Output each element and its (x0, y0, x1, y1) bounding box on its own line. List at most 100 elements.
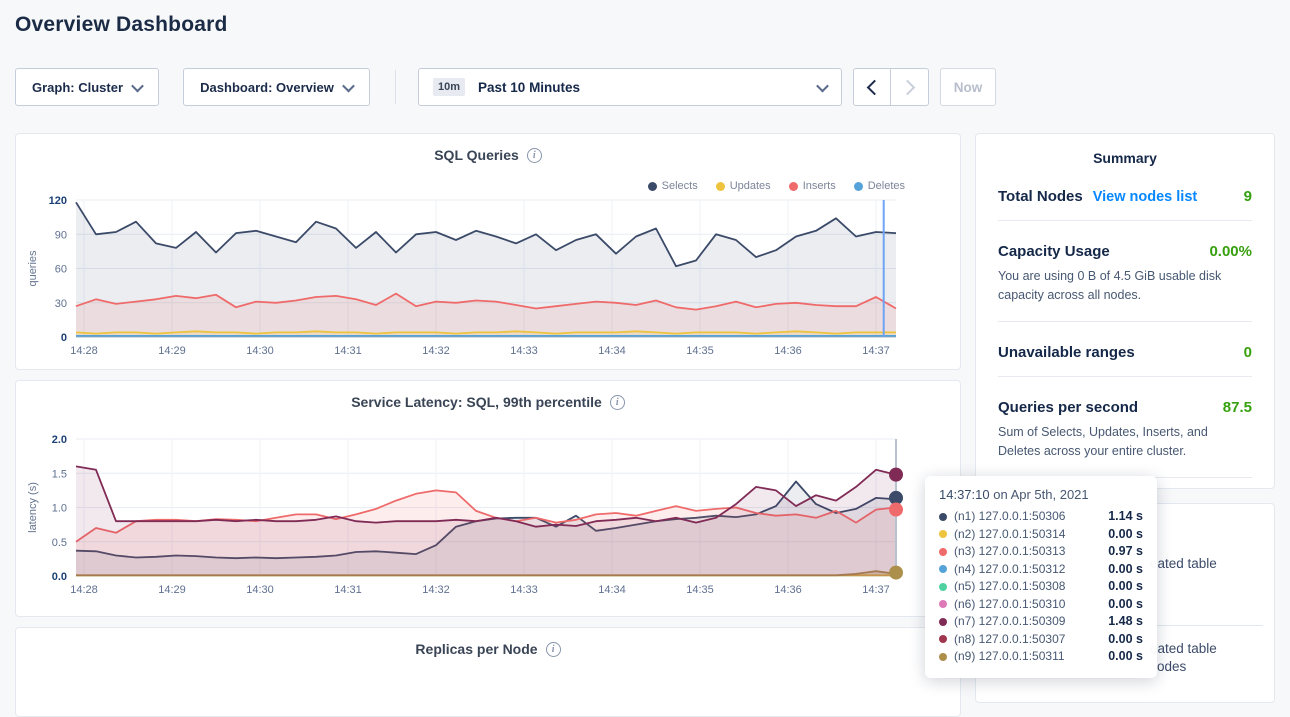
summary-row-qps: Queries per second 87.5 (998, 399, 1252, 416)
svg-text:30: 30 (55, 298, 67, 310)
info-icon[interactable]: i (609, 394, 625, 410)
node-address: (n8) 127.0.0.1:50307 (954, 631, 1066, 646)
sql-queries-title-text: SQL Queries (434, 147, 519, 163)
svg-text:2.0: 2.0 (52, 434, 67, 446)
time-range-badge: 10m (433, 78, 466, 96)
node-latency: 0.00 s (1108, 649, 1143, 663)
time-prev-button[interactable] (853, 68, 891, 106)
info-icon[interactable]: i (545, 641, 561, 657)
time-next-button[interactable] (891, 68, 929, 106)
tooltip-row: (n9) 127.0.0.1:50311 0.00 s (939, 648, 1143, 666)
node-address: (n4) 127.0.0.1:50312 (954, 561, 1066, 576)
legend-item-selects[interactable]: Selects (647, 180, 698, 192)
legend-item-updates[interactable]: Updates (715, 180, 771, 192)
total-nodes-value: 9 (1243, 188, 1252, 205)
svg-text:14:28: 14:28 (70, 584, 98, 596)
chevron-left-icon (866, 79, 882, 95)
time-range-picker[interactable]: 10m Past 10 Minutes (418, 68, 842, 106)
time-nav-group (853, 68, 929, 106)
svg-text:14:31: 14:31 (334, 345, 362, 357)
qps-label: Queries per second (998, 398, 1139, 416)
svg-text:14:33: 14:33 (510, 345, 538, 357)
node-latency: 0.00 s (1108, 596, 1143, 611)
info-icon[interactable]: i (526, 147, 542, 163)
node-address: (n2) 127.0.0.1:50314 (954, 526, 1066, 541)
tooltip-row: (n8) 127.0.0.1:50307 0.00 s (939, 631, 1143, 649)
summary-title: Summary (1093, 150, 1157, 166)
summary-panel: Summary Total Nodes View nodes list 9 Ca… (975, 133, 1275, 517)
dashboard-dropdown[interactable]: Dashboard: Overview (183, 68, 370, 106)
svg-text:0.5: 0.5 (52, 537, 67, 549)
page-title: Overview Dashboard (15, 13, 228, 36)
legend-item-deletes[interactable]: Deletes (853, 180, 905, 192)
svg-text:14:31: 14:31 (334, 584, 362, 596)
legend-item-inserts[interactable]: Inserts (788, 180, 836, 192)
service-latency-chart[interactable]: 0.0 0.5 1.0 1.5 2.0 14:28 14:29 14:30 14:31 14:32… (16, 431, 962, 606)
unavailable-ranges-value: 0 (1243, 343, 1252, 361)
capacity-usage-value: 0.00% (1209, 243, 1252, 260)
divider (1157, 625, 1263, 626)
node-latency: 0.00 s (1108, 561, 1143, 576)
svg-text:latency (s): latency (s) (27, 482, 39, 533)
tooltip-row: (n7) 127.0.0.1:50309 1.48 s (939, 613, 1143, 631)
chevron-down-icon (131, 79, 144, 92)
qps-value: 87.5 (1222, 398, 1252, 416)
event-item-fragment[interactable]: eated table (1150, 556, 1217, 571)
node-dot-icon (939, 530, 947, 539)
now-button[interactable]: Now (940, 68, 996, 106)
node-address: (n5) 127.0.0.1:50308 (954, 579, 1066, 593)
svg-text:14:36: 14:36 (774, 345, 802, 357)
svg-text:14:34: 14:34 (598, 345, 626, 357)
tooltip-row: (n2) 127.0.0.1:50314 0.00 s (939, 526, 1143, 544)
tooltip-row: (n5) 127.0.0.1:50308 0.00 s (939, 578, 1143, 596)
node-latency: 1.14 s (1108, 509, 1143, 523)
svg-text:60: 60 (55, 264, 67, 276)
svg-text:14:29: 14:29 (158, 584, 186, 596)
chart-hover-tooltip: 14:37:10 on Apr 5th, 2021 (n1) 127.0.0.1… (925, 476, 1157, 678)
svg-text:14:29: 14:29 (158, 345, 186, 357)
view-nodes-list-link[interactable]: View nodes list (1092, 189, 1198, 205)
node-dot-icon (939, 600, 947, 609)
tooltip-row: (n6) 127.0.0.1:50310 0.00 s (939, 596, 1143, 614)
service-latency-panel: Service Latency: SQL, 99th percentile i … (15, 380, 961, 617)
replicas-per-node-panel: Replicas per Node i (15, 627, 961, 717)
service-latency-title-text: Service Latency: SQL, 99th percentile (351, 394, 602, 410)
node-dot-icon (939, 565, 947, 574)
time-range-label: Past 10 Minutes (478, 79, 581, 95)
node-latency: 1.48 s (1108, 614, 1143, 628)
node-dot-icon (939, 512, 947, 521)
chevron-right-icon (899, 79, 916, 95)
svg-text:14:32: 14:32 (422, 345, 450, 357)
divider (998, 220, 1252, 221)
updates-dot-icon (715, 181, 725, 191)
summary-row-capacity: Capacity Usage 0.00% (998, 243, 1252, 260)
controls-divider (395, 70, 396, 104)
node-dot-icon (939, 547, 947, 556)
node-address: (n3) 127.0.0.1:50313 (954, 544, 1066, 558)
dashboard-dropdown-label: Dashboard: Overview (200, 79, 334, 95)
graph-dropdown[interactable]: Graph: Cluster (15, 68, 159, 106)
node-latency: 0.00 s (1108, 631, 1143, 646)
sql-queries-title: SQL Queries i (16, 134, 960, 163)
legend-label: Updates (729, 180, 771, 192)
event-item-fragment[interactable]: eated table (1150, 641, 1217, 656)
node-dot-icon (939, 617, 947, 626)
sql-queries-panel: SQL Queries i Selects Updates Inserts De… (15, 133, 961, 370)
tooltip-row: (n4) 127.0.0.1:50312 0.00 s (939, 561, 1143, 579)
svg-text:90: 90 (55, 229, 67, 241)
node-dot-icon (939, 582, 947, 591)
tooltip-time: 14:37:10 (939, 487, 990, 502)
unavailable-ranges-label: Unavailable ranges (998, 343, 1135, 361)
tooltip-row: (n1) 127.0.0.1:50306 1.14 s (939, 508, 1143, 526)
sql-queries-chart[interactable]: 0 30 60 90 120 14:28 14:29 14:30 14:31 14:32 14:33… (16, 192, 962, 367)
summary-row-unavailable: Unavailable ranges 0 (998, 344, 1252, 361)
svg-text:14:35: 14:35 (686, 345, 714, 357)
svg-text:14:36: 14:36 (774, 584, 802, 596)
graph-dropdown-label: Graph: Cluster (31, 79, 123, 95)
total-nodes-label: Total Nodes (998, 188, 1083, 205)
capacity-usage-label: Capacity Usage (998, 243, 1110, 260)
service-latency-title: Service Latency: SQL, 99th percentile i (16, 381, 960, 410)
event-item-fragment[interactable]: odes (1157, 659, 1187, 674)
legend-label: Inserts (802, 180, 836, 192)
legend-label: Deletes (867, 180, 905, 192)
